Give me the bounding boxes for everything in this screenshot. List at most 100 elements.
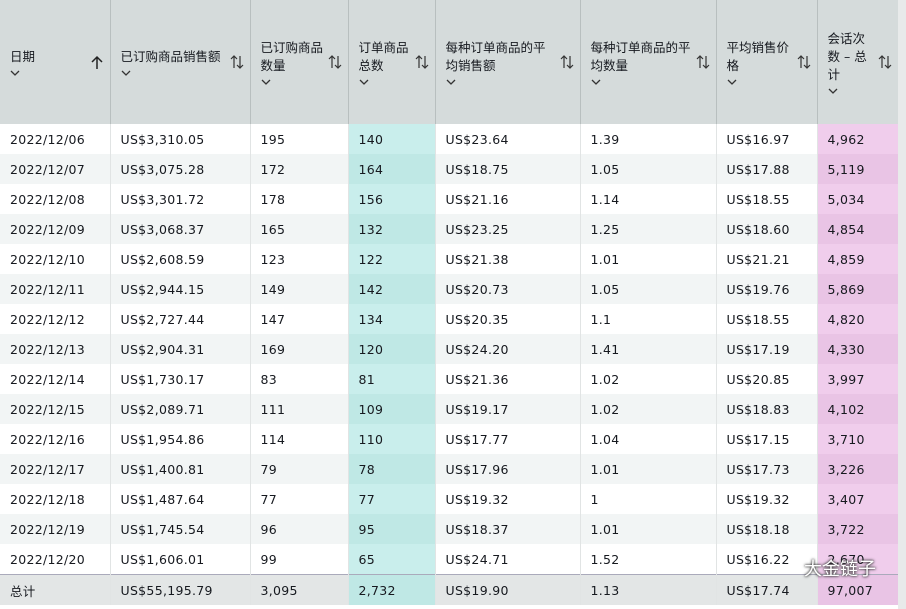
table-row: 2022/12/20 US$1,606.01 99 65 US$24.71 1.52 US$… <box>0 544 899 575</box>
table-cell: 4,962 <box>817 124 899 154</box>
table-cell: 1.02 <box>580 364 717 394</box>
table-cell: US$17.73 <box>716 454 818 484</box>
column-header[interactable]: 订单商品总数 <box>348 0 436 124</box>
sort-icon[interactable] <box>878 54 892 70</box>
table-cell: 156 <box>348 184 436 214</box>
table-cell: 1.02 <box>580 394 717 424</box>
table-cell: US$19.17 <box>435 394 581 424</box>
table-cell: 2022/12/19 <box>0 514 111 544</box>
table-cell: 1.01 <box>580 244 717 274</box>
table-cell: 1.39 <box>580 124 717 154</box>
sort-icon[interactable] <box>230 54 244 70</box>
table-cell: US$3,310.05 <box>110 124 251 154</box>
table-cell: US$23.25 <box>435 214 581 244</box>
header-label: 每种订单商品的平均数量 <box>590 39 691 73</box>
table-cell: US$23.64 <box>435 124 581 154</box>
sort-icon[interactable] <box>797 54 811 70</box>
column-header[interactable]: 已订购商品销售额 <box>110 0 251 124</box>
sort-icon[interactable] <box>415 54 429 70</box>
table-cell: 95 <box>348 514 436 544</box>
table-cell: US$20.73 <box>435 274 581 304</box>
table-cell: 4,854 <box>817 214 899 244</box>
table-cell: 2022/12/13 <box>0 334 111 364</box>
header-label: 已订购商品数量 <box>260 39 324 73</box>
table-cell: 2022/12/06 <box>0 124 111 154</box>
table-cell: US$3,301.72 <box>110 184 251 214</box>
column-header[interactable]: 每种订单商品的平均销售额 <box>435 0 581 124</box>
total-cell: 1.13 <box>580 574 717 605</box>
table-cell: US$17.96 <box>435 454 581 484</box>
table-cell: 122 <box>348 244 436 274</box>
table-cell: US$3,068.37 <box>110 214 251 244</box>
header-row: 日期 已订购商品销售额 已订购商品数量 订单商品总数 每种订单商品的平均销售额 每种订单商… <box>0 0 899 124</box>
sort-icon[interactable] <box>90 54 104 70</box>
table-cell: 172 <box>250 154 349 184</box>
table-cell: 1.01 <box>580 454 717 484</box>
column-header[interactable]: 平均销售价格 <box>716 0 818 124</box>
table-cell: US$17.77 <box>435 424 581 454</box>
header-label: 会话次数 – 总计 <box>827 30 867 82</box>
table-cell: US$19.76 <box>716 274 818 304</box>
table-cell: 140 <box>348 124 436 154</box>
table-cell: 1.25 <box>580 214 717 244</box>
header-label: 日期 <box>10 48 36 64</box>
table-cell: US$1,745.54 <box>110 514 251 544</box>
table-cell: 165 <box>250 214 349 244</box>
column-header[interactable]: 已订购商品数量 <box>250 0 349 124</box>
table-cell: 2022/12/07 <box>0 154 111 184</box>
dropdown-icon[interactable] <box>828 88 838 95</box>
column-header[interactable]: 会话次数 – 总计 <box>817 0 899 124</box>
table-cell: US$21.16 <box>435 184 581 214</box>
table-cell: 77 <box>348 484 436 514</box>
dropdown-icon[interactable] <box>261 79 271 86</box>
table-cell: US$21.21 <box>716 244 818 274</box>
watermark: 大金链子 <box>804 559 876 580</box>
table-cell: 195 <box>250 124 349 154</box>
table-cell: US$1,954.86 <box>110 424 251 454</box>
total-cell: 总计 <box>0 574 111 605</box>
table-cell: 3,997 <box>817 364 899 394</box>
column-header[interactable]: 日期 <box>0 0 111 124</box>
table-cell: 142 <box>348 274 436 304</box>
table-cell: 1.52 <box>580 544 717 575</box>
table-cell: 1.01 <box>580 514 717 544</box>
dropdown-icon[interactable] <box>121 70 131 77</box>
sort-icon[interactable] <box>328 54 342 70</box>
table-cell: 120 <box>348 334 436 364</box>
table-cell: 134 <box>348 304 436 334</box>
sort-icon[interactable] <box>696 54 710 70</box>
table-cell: US$18.75 <box>435 154 581 184</box>
column-header[interactable]: 每种订单商品的平均数量 <box>580 0 717 124</box>
total-row: 总计 US$55,195.79 3,095 2,732 US$19.90 1.13 US$1… <box>0 574 899 605</box>
table-cell: 2022/12/08 <box>0 184 111 214</box>
table-cell: 2022/12/16 <box>0 424 111 454</box>
table-cell: US$21.36 <box>435 364 581 394</box>
table-cell: 164 <box>348 154 436 184</box>
sort-icon[interactable] <box>560 54 574 70</box>
table-cell: US$2,608.59 <box>110 244 251 274</box>
table-cell: 77 <box>250 484 349 514</box>
table-row: 2022/12/08 US$3,301.72 178 156 US$21.16 1.14 U… <box>0 184 899 214</box>
dropdown-icon[interactable] <box>446 79 456 86</box>
table-cell: 3,407 <box>817 484 899 514</box>
table-cell: US$17.19 <box>716 334 818 364</box>
table-cell: US$21.38 <box>435 244 581 274</box>
table-cell: US$2,089.71 <box>110 394 251 424</box>
table-cell: 4,330 <box>817 334 899 364</box>
dropdown-icon[interactable] <box>591 79 601 86</box>
table-row: 2022/12/09 US$3,068.37 165 132 US$23.25 1.25 U… <box>0 214 899 244</box>
table-cell: 123 <box>250 244 349 274</box>
table-cell: 78 <box>348 454 436 484</box>
dropdown-icon[interactable] <box>10 70 20 77</box>
scroll-edge <box>898 0 906 609</box>
table-cell: 5,869 <box>817 274 899 304</box>
dropdown-icon[interactable] <box>359 79 369 86</box>
table-cell: US$1,400.81 <box>110 454 251 484</box>
table-row: 2022/12/19 US$1,745.54 96 95 US$18.37 1.01 US$… <box>0 514 899 544</box>
dropdown-icon[interactable] <box>727 79 737 86</box>
table-cell: US$18.18 <box>716 514 818 544</box>
table-cell: US$2,904.31 <box>110 334 251 364</box>
table-cell: 83 <box>250 364 349 394</box>
table-cell: US$1,730.17 <box>110 364 251 394</box>
table-cell: 5,119 <box>817 154 899 184</box>
